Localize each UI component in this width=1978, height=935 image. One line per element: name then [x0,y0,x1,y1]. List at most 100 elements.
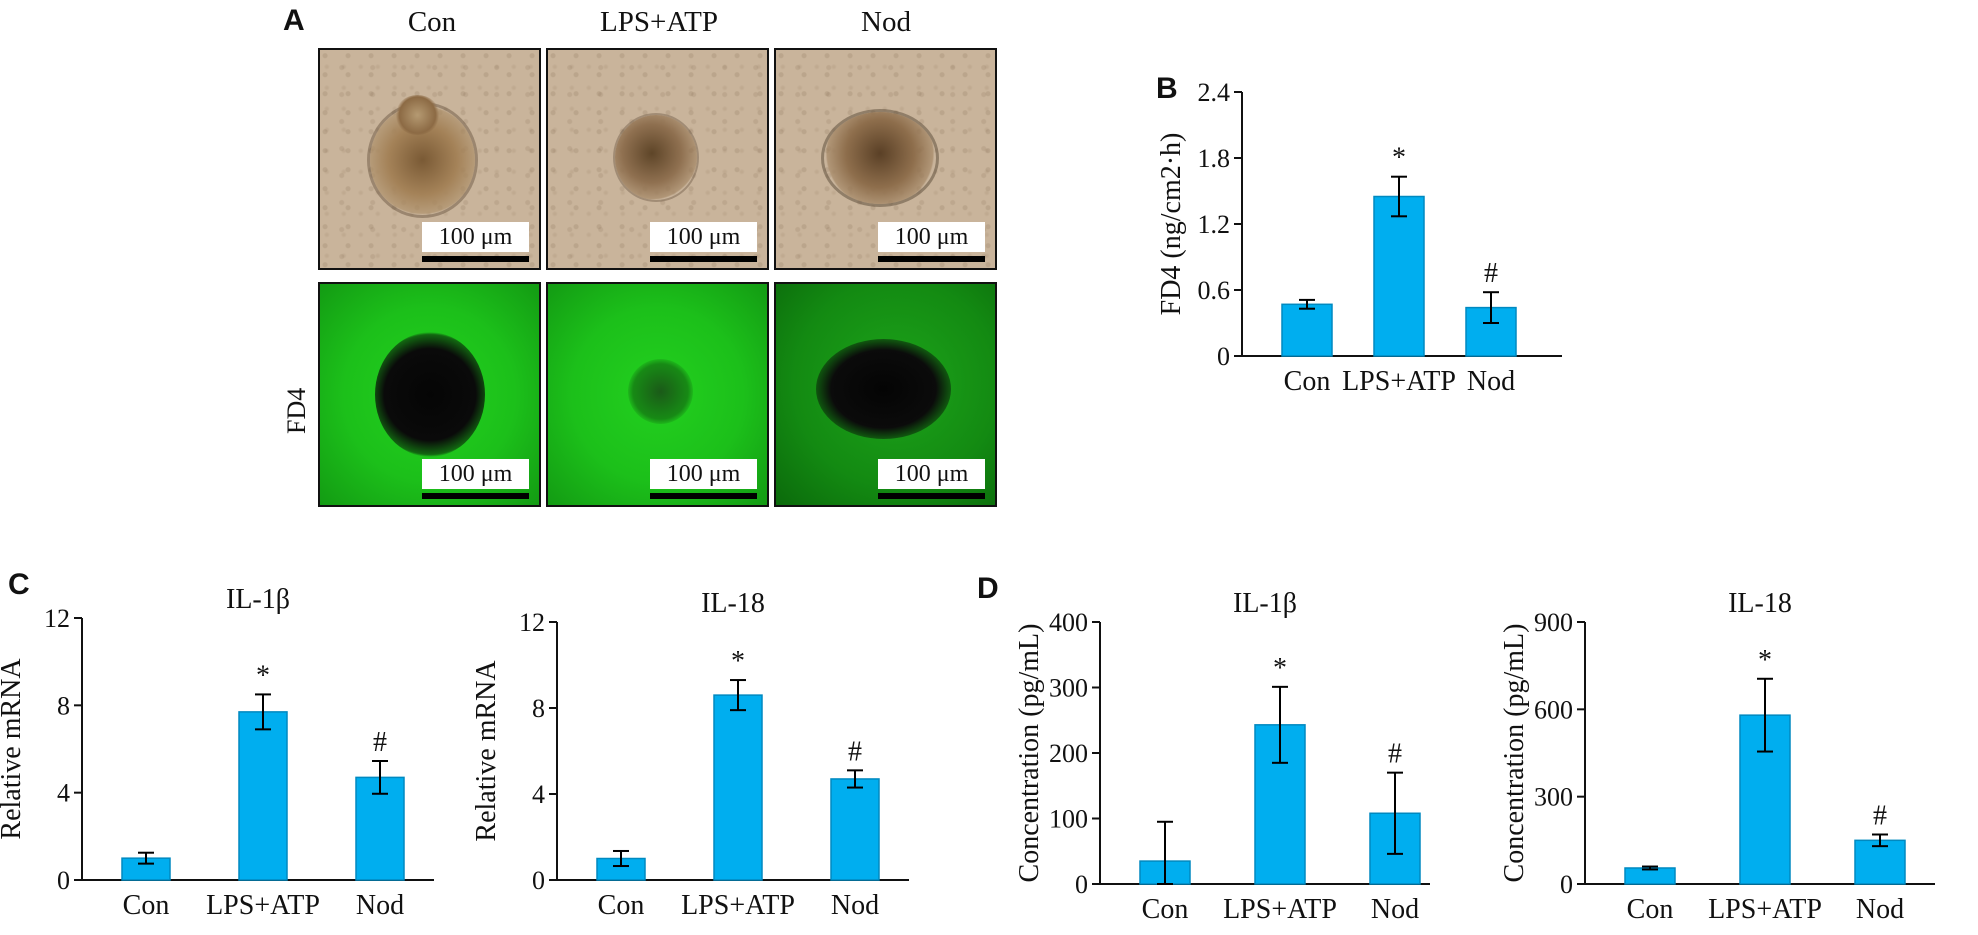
significance-mark: * [1392,143,1406,174]
y-tick-label: 300 [1049,674,1088,703]
significance-mark: # [1873,801,1887,832]
y-axis-label: Concentration (pg/mL) [1499,624,1530,883]
significance-mark: * [731,646,745,677]
x-tick-label: Con [598,890,645,921]
bar [830,778,880,881]
chart-title: IL-18 [1728,588,1792,619]
chart-title: IL-1β [1233,588,1297,619]
brightfield-image-con: 100 μm [318,48,541,270]
scale-bar-label: 100 μm [878,222,985,252]
y-axis-label: Relative mRNA [471,660,502,842]
y-tick-label: 0 [1217,342,1230,371]
organoid-shadow [816,339,951,439]
y-tick-label: 0 [532,866,545,895]
chart-c-il1b-mrna: IL-1β 0 4 8 12 Relative mRNA Con * LPS+ATP # Nod [0,584,434,921]
bar [1854,839,1906,885]
y-tick-label: 8 [57,691,70,720]
significance-mark: # [373,727,387,758]
scale-bar-label: 100 μm [650,459,757,489]
significance-mark: # [848,736,862,767]
x-tick-label: Nod [1371,894,1419,925]
y-tick-label: 300 [1534,783,1573,812]
y-tick-label: 8 [532,694,545,723]
scale-bar: 100 μm [650,459,757,499]
y-tick-label: 400 [1049,608,1088,637]
column-label-con: Con [407,6,457,38]
y-axis-label: Relative mRNA [0,658,27,840]
scale-bar-line [650,493,757,499]
x-tick-label: LPS+ATP [1708,894,1822,925]
y-tick-label: 4 [532,780,545,809]
y-axis-label: FD4 (ng/cm2·h) [1156,133,1187,316]
scale-bar: 100 μm [878,459,985,499]
x-tick-label: Con [1627,894,1674,925]
scale-bar-label: 100 μm [422,459,529,489]
y-tick-label: 0 [1560,870,1573,899]
scale-bar-line [878,256,985,262]
y-tick-label: 1.8 [1198,144,1231,173]
panel-letter-d: D [977,572,999,605]
y-tick-label: 2.4 [1198,78,1231,107]
scale-bar-label: 100 μm [650,222,757,252]
y-tick-label: 1.2 [1198,210,1231,239]
significance-mark: * [256,660,270,691]
x-tick-label: Nod [831,890,879,921]
scale-bar: 100 μm [422,222,529,262]
bar [1373,195,1425,357]
scale-bar-label: 100 μm [878,459,985,489]
y-tick-label: 4 [57,779,70,808]
bar [1281,303,1333,357]
scale-bar-line [422,493,529,499]
y-tick-label: 0 [57,866,70,895]
y-tick-label: 12 [44,604,70,633]
scale-bar-line [650,256,757,262]
fluorescence-image-nod: 100 μm [774,282,997,507]
significance-mark: # [1484,258,1498,289]
significance-mark: * [1273,653,1287,684]
fluorescence-image-con: 100 μm [318,282,541,507]
y-tick-label: 12 [519,608,545,637]
x-tick-label: Nod [1467,366,1515,397]
brightfield-image-lps-atp: 100 μm [546,48,769,270]
scale-bar-label: 100 μm [422,222,529,252]
column-label-nod: Nod [861,6,911,38]
organoid-shadow [628,359,693,424]
x-tick-label: LPS+ATP [1223,894,1337,925]
panel-letter-c: C [8,568,30,601]
row-label-fd4: FD4 [282,387,311,434]
scale-bar: 100 μm [422,459,529,499]
y-tick-label: 600 [1534,695,1573,724]
x-tick-label: LPS+ATP [1342,366,1456,397]
significance-mark: # [1388,739,1402,770]
significance-mark: * [1758,645,1772,676]
y-tick-label: 200 [1049,739,1088,768]
scale-bar: 100 μm [878,222,985,262]
scale-bar: 100 μm [650,222,757,262]
panel-letter-b: B [1156,72,1178,105]
y-tick-label: 0 [1075,870,1088,899]
chart-b-fd4: 0 0.6 1.2 1.8 2.4 FD4 (ng/cm2·h) Con * LPS+ATP # N… [1156,78,1562,397]
chart-title: IL-1β [226,584,290,615]
chart-c-il18-mrna: IL-18 0 4 8 12 Relative mRNA Con * LPS+ATP # Nod [471,588,909,921]
fluorescence-image-lps-atp: 100 μm [546,282,769,507]
x-tick-label: Con [123,890,170,921]
y-tick-label: 0.6 [1198,276,1231,305]
y-tick-label: 900 [1534,608,1573,637]
chart-title: IL-18 [701,588,765,619]
x-tick-label: Nod [1856,894,1904,925]
y-axis-label: Concentration (pg/mL) [1014,624,1045,883]
organoid-bud [395,95,440,135]
scale-bar-line [422,256,529,262]
bar [713,694,763,881]
panel-letter-a: A [283,4,305,37]
x-tick-label: Nod [356,890,404,921]
organoid [824,112,936,204]
organoid [615,115,697,200]
bar [1254,724,1306,885]
column-label-lps-atp: LPS+ATP [600,6,718,38]
brightfield-image-nod: 100 μm [774,48,997,270]
x-tick-label: Con [1284,366,1331,397]
organoid-shadow [375,332,485,457]
